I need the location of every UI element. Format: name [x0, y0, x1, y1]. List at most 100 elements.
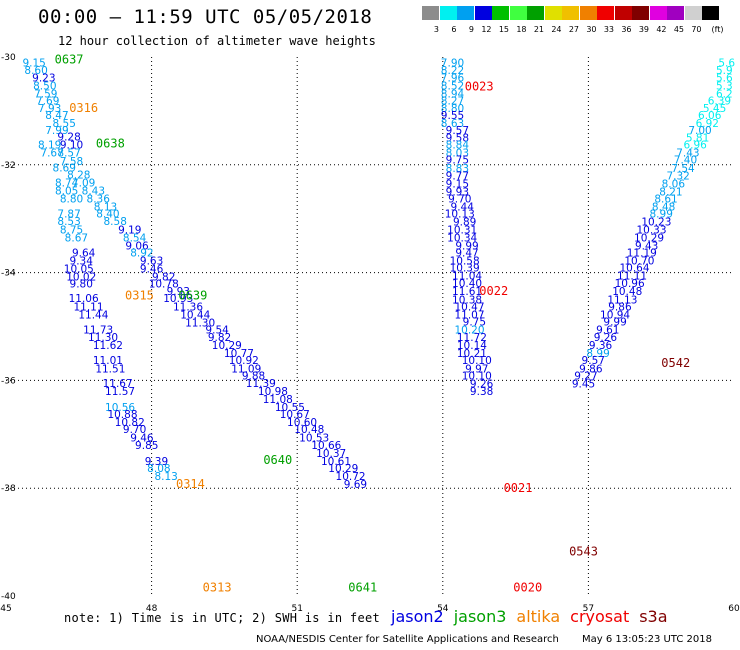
x-tick-label: 45	[0, 604, 11, 614]
legend-label: 24	[551, 25, 562, 34]
y-tick-label: -38	[1, 484, 16, 494]
wave-height-value: 8.52	[441, 80, 464, 92]
wave-height-value: 10.67	[280, 409, 310, 421]
wave-height-value: 7.96	[441, 72, 465, 84]
wave-height-value: 11.30	[185, 318, 215, 330]
satellite-label: jason2	[391, 607, 444, 626]
wave-height-value: 7.00	[688, 125, 711, 137]
wave-height-value: 10.31	[447, 224, 477, 236]
wave-height-value: 7.87	[57, 209, 80, 221]
wave-height-value: 10.47	[454, 301, 484, 313]
pass-label: 0641	[348, 581, 377, 595]
footer-credit: NOAA/NESDIS Center for Satellite Applica…	[256, 634, 559, 645]
wave-height-value: 6.39	[708, 95, 731, 107]
wave-height-value: 8.58	[104, 216, 127, 228]
wave-height-value: 8.99	[650, 209, 673, 221]
wave-height-value: 7.93	[38, 103, 61, 115]
wave-height-value: 8.22	[441, 65, 464, 77]
wave-height-value: 11.07	[454, 309, 484, 321]
wave-height-value: 5.6	[718, 58, 735, 70]
wave-height-value: 8.27	[441, 95, 464, 107]
x-tick-label: 48	[146, 604, 158, 614]
wave-height-value: 10.34	[447, 232, 477, 244]
wave-height-value: 9.75	[463, 316, 486, 328]
wave-height-value: 10.70	[624, 256, 654, 268]
wave-height-value: 10.29	[634, 232, 664, 244]
wave-height-value: 10.55	[275, 402, 305, 414]
wave-height-value: 9.34	[70, 256, 94, 268]
pass-label: 0543	[569, 545, 598, 559]
wave-height-value: 8.60	[24, 65, 47, 77]
wave-height-value: 10.37	[316, 448, 346, 460]
satellite-label: jason3	[453, 607, 507, 626]
wave-height-value: 9.58	[446, 133, 469, 145]
legend-swatch	[527, 6, 544, 20]
note-text: note: 1) Time is in UTC; 2) SWH is in fe…	[64, 611, 381, 625]
wave-height-value: 9.61	[596, 325, 619, 337]
wave-height-value: 5.3	[716, 80, 733, 92]
wave-height-value: 9.97	[465, 363, 488, 375]
wave-height-value: 5.45	[703, 103, 726, 115]
wave-height-value: 9.54	[205, 325, 229, 337]
x-tick-label: 60	[728, 604, 740, 614]
wave-height-value: 5.81	[686, 133, 709, 145]
wave-height-value: 9.57	[582, 355, 605, 367]
wave-height-value: 10.38	[452, 294, 482, 306]
wave-height-value: 9.86	[579, 363, 603, 375]
wave-height-value: 9.63	[140, 256, 163, 268]
legend-label: 6	[451, 25, 457, 34]
wave-height-value: 9.26	[594, 332, 618, 344]
wave-height-value: 9.80	[70, 279, 93, 291]
wave-height-value: 9.15	[22, 58, 45, 70]
pass-label: 0315	[125, 289, 154, 303]
wave-height-value: 10.94	[600, 309, 630, 321]
legend-label: 15	[498, 25, 509, 34]
wave-height-value: 8.19	[38, 140, 61, 152]
y-tick-label: -36	[1, 376, 16, 386]
wave-height-value: 8.05	[55, 185, 78, 197]
wave-height-value: 11.04	[452, 271, 482, 283]
wave-height-value: 11.61	[452, 286, 482, 298]
wave-height-value: 10.02	[66, 272, 96, 284]
wave-height-value: 8.57	[57, 148, 80, 160]
wave-height-value: 8.69	[53, 162, 76, 174]
wave-height-value: 6.96	[683, 140, 707, 152]
wave-height-value: 10.98	[258, 386, 288, 398]
pass-label: 0313	[203, 581, 232, 595]
pass-label: 0637	[55, 52, 84, 66]
wave-height-value: 9.19	[118, 224, 141, 236]
y-tick-label: -30	[1, 53, 16, 63]
wave-height-value: 9.93	[167, 286, 190, 298]
wave-height-value: 10.66	[311, 440, 341, 452]
wave-height-value: 8.67	[65, 232, 88, 244]
wave-height-value: 9.26	[470, 378, 494, 390]
wave-height-value: 7.69	[36, 95, 59, 107]
wave-height-value: 11.62	[93, 340, 123, 352]
wave-height-value: 8.47	[45, 110, 68, 122]
wave-height-value: 9.89	[453, 217, 476, 229]
wave-height-value: 9.06	[125, 240, 149, 252]
wave-height-value: 9.15	[446, 178, 469, 190]
pass-label: 0640	[263, 453, 292, 467]
wave-height-value: 9.45	[572, 378, 595, 390]
wave-height-value: 11.72	[457, 332, 487, 344]
wave-height-value: 10.78	[149, 279, 179, 291]
wave-height-value: 11.11	[617, 271, 647, 283]
wave-height-value: 10.10	[462, 370, 492, 382]
wave-height-value: 8.92	[130, 247, 153, 259]
wave-height-value: 9.85	[135, 440, 158, 452]
wave-height-value: 10.48	[294, 424, 324, 436]
legend-swatch	[544, 6, 562, 20]
wave-height-value: 6.06	[698, 110, 722, 122]
wave-height-value: 8.80	[441, 103, 464, 115]
wave-height-value: 11.67	[103, 378, 133, 390]
wave-height-value: 8.28	[67, 169, 90, 181]
wave-height-value: 11.36	[173, 301, 203, 313]
wave-height-value: 8.84	[446, 140, 470, 152]
wave-height-value: 9.39	[145, 456, 168, 468]
satellite-label: cryosat	[570, 607, 630, 626]
wave-height-value: 5.9	[716, 65, 733, 77]
pass-label: 0542	[661, 356, 690, 370]
wave-height-value: 7.99	[45, 125, 68, 137]
wave-height-value: 10.53	[299, 432, 329, 444]
